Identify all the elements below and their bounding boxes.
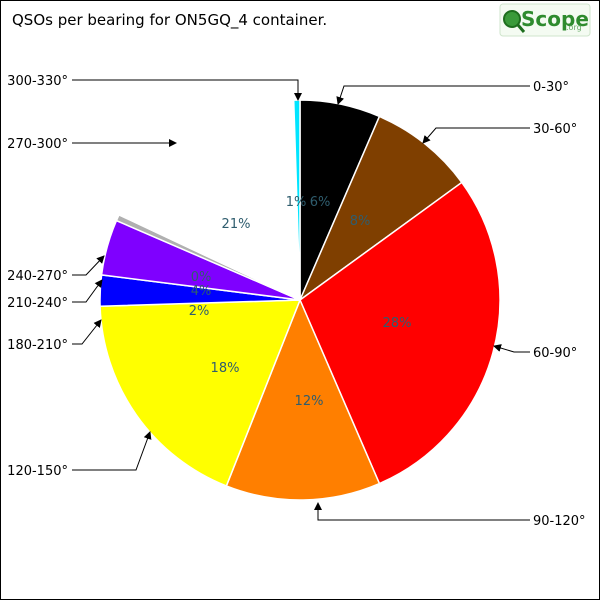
- percent-label-90-120: 12%: [295, 394, 324, 409]
- magnifier-icon: [503, 10, 521, 28]
- pie-slice-60-90: [299, 181, 501, 485]
- slice-label-270-300: 270-300°: [7, 137, 68, 152]
- slice-label-0-30: 0-30°: [533, 80, 569, 95]
- chart-title: QSOs per bearing for ON5GQ_4 container.: [12, 11, 327, 30]
- leader-line-240-270: [72, 255, 105, 276]
- scope-logo[interactable]: Scope .org: [499, 3, 591, 37]
- slice-label-180-210: 180-210°: [7, 338, 68, 353]
- pie-slice-30-60: [298, 115, 463, 303]
- leader-line-60-90: [493, 344, 530, 353]
- slice-label-120-150: 120-150°: [7, 464, 68, 479]
- pie-slice-270-300: [118, 99, 301, 302]
- leader-line-210-240: [72, 279, 103, 303]
- percent-label-210-240: 4%: [191, 284, 212, 299]
- leader-line-30-60: [422, 127, 530, 144]
- percent-label-300-330: 1%: [286, 195, 307, 210]
- logo-suffix-text: .org: [566, 23, 582, 32]
- percent-label-120-150: 18%: [211, 361, 240, 376]
- leader-lines: [72, 79, 530, 521]
- leader-line-120-150: [72, 431, 152, 471]
- percent-label-30-60: 8%: [350, 214, 371, 229]
- slice-label-240-270: 240-270°: [7, 269, 68, 284]
- leader-line-0-30: [336, 85, 530, 105]
- pie-slice-120-150: [99, 299, 302, 487]
- leader-line-180-210: [72, 319, 102, 345]
- percent-label-60-90: 28%: [383, 316, 412, 331]
- percent-labels: 6% 8% 28% 12% 18% 2% 4%0% 21% 1%: [189, 195, 412, 409]
- pie-slice-90-120: [225, 298, 381, 501]
- percent-label-180-210: 2%: [189, 304, 210, 319]
- percent-label-270-300: 21%: [222, 217, 251, 232]
- logo-brand-text: Scope: [521, 7, 589, 31]
- slice-label-210-240: 210-240°: [7, 296, 68, 311]
- slice-label-90-120: 90-120°: [533, 514, 586, 529]
- slice-label-300-330: 300-330°: [7, 74, 68, 89]
- slice-label-30-60: 30-60°: [533, 122, 577, 137]
- leader-line-90-120: [314, 502, 530, 521]
- slice-label-60-90: 60-90°: [533, 346, 577, 361]
- percent-label-0-30: 6%: [310, 195, 331, 210]
- leader-line-300-330: [72, 79, 302, 101]
- pie-slices: [99, 99, 501, 501]
- percent-label-240-270: 0%: [191, 270, 212, 285]
- slice-labels: 0-30° 30-60° 60-90° 90-120° 120-150° 180-210°…: [7, 74, 585, 529]
- magnifier-handle-icon: [516, 24, 526, 33]
